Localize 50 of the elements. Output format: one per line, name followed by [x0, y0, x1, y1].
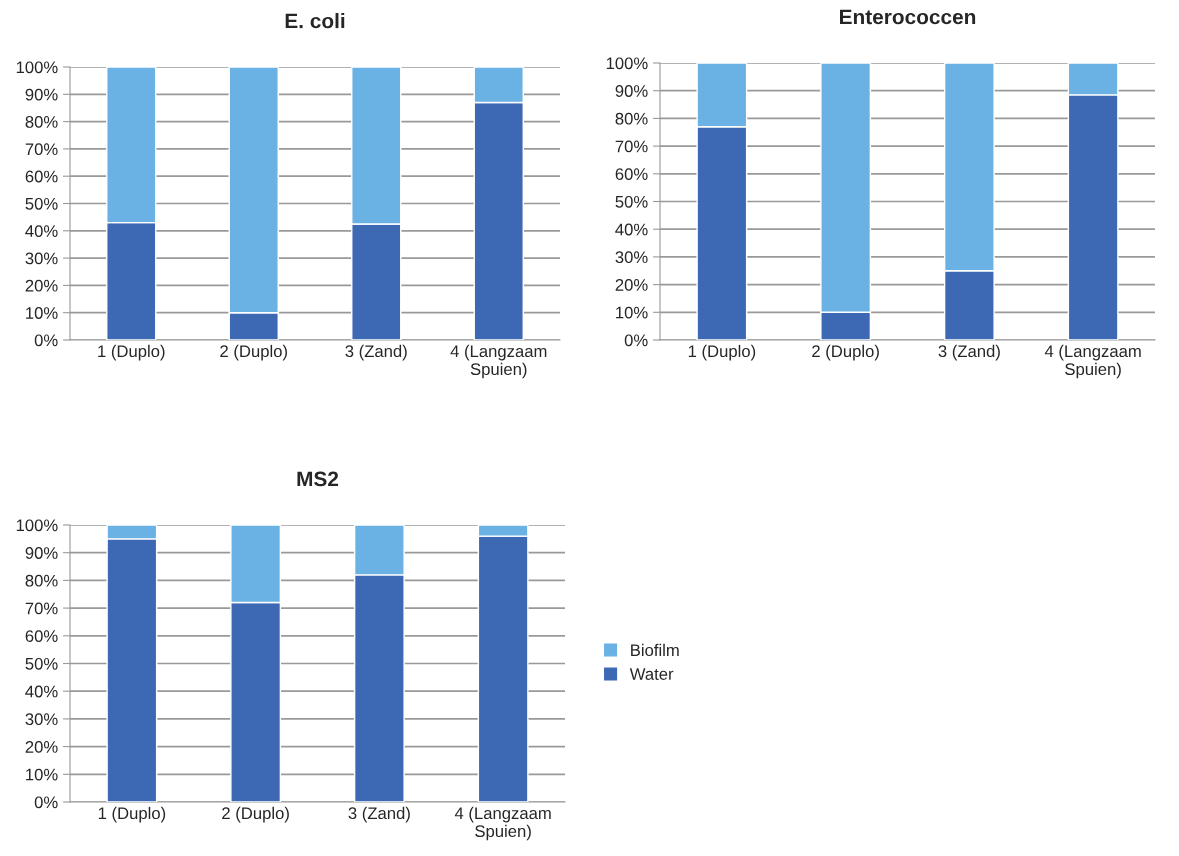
y-tick-label: 50% — [25, 197, 58, 210]
y-tick-label: 100% — [606, 57, 648, 70]
y-tick-label: 90% — [25, 547, 58, 559]
legend-label: Water — [629, 668, 674, 680]
y-tick-label: 10% — [616, 306, 648, 319]
y-tick-label: 70% — [25, 143, 58, 156]
y-tick-label: 60% — [25, 630, 58, 642]
chart-title: Enterococcen — [840, 9, 976, 25]
y-tick-label: 20% — [25, 279, 58, 292]
y-tick-label: 80% — [25, 116, 58, 128]
x-tick-label: 4 (Langzaam Spuien) — [450, 344, 547, 379]
x-tick-label: 4 (Langzaam Spuien) — [454, 806, 551, 841]
y-tick-label: 30% — [615, 251, 648, 264]
y-tick-label: 10% — [26, 768, 58, 781]
chart-title: E. coli — [285, 13, 345, 29]
x-tick-label: 3 (Zand) — [345, 344, 407, 361]
y-tick-label: 0% — [624, 334, 648, 347]
x-tick-label: 1 (Duplo) — [688, 344, 756, 361]
y-tick-label: 30% — [25, 252, 58, 265]
y-tick-label: 0% — [34, 334, 58, 347]
chart-title: MS2 — [297, 471, 339, 487]
y-tick-label: 70% — [25, 602, 58, 615]
y-tick-label: 30% — [25, 713, 58, 726]
x-tick-label: 3 (Zand) — [348, 806, 410, 823]
y-tick-label: 100% — [16, 61, 58, 74]
y-tick-label: 60% — [25, 170, 58, 183]
y-tick-label: 40% — [615, 223, 648, 236]
y-tick-label: 50% — [615, 195, 648, 208]
y-tick-label: 20% — [25, 741, 58, 753]
y-tick-label: 80% — [25, 574, 58, 587]
y-tick-label: 70% — [615, 140, 648, 153]
y-tick-label: 80% — [615, 112, 648, 125]
y-tick-label: 10% — [26, 307, 58, 319]
y-tick-label: 100% — [16, 519, 58, 532]
y-tick-label: 20% — [615, 279, 648, 291]
x-tick-label: 2 (Duplo) — [220, 344, 287, 361]
x-tick-label: 4 (Langzaam Spuien) — [1044, 344, 1141, 379]
x-tick-label: 2 (Duplo) — [222, 806, 289, 823]
y-tick-label: 40% — [25, 225, 58, 237]
x-tick-label: 3 (Zand) — [938, 344, 1000, 361]
y-tick-label: 40% — [25, 685, 58, 698]
x-tick-label: 1 (Duplo) — [98, 344, 165, 361]
x-tick-label: 2 (Duplo) — [812, 344, 879, 361]
y-tick-label: 50% — [25, 657, 58, 670]
legend-label: Biofilm — [631, 643, 679, 657]
y-tick-label: 90% — [615, 85, 648, 97]
y-tick-label: 0% — [34, 796, 58, 809]
y-tick-label: 60% — [615, 168, 648, 180]
y-tick-label: 90% — [25, 88, 58, 101]
x-tick-label: 1 (Duplo) — [98, 806, 166, 823]
